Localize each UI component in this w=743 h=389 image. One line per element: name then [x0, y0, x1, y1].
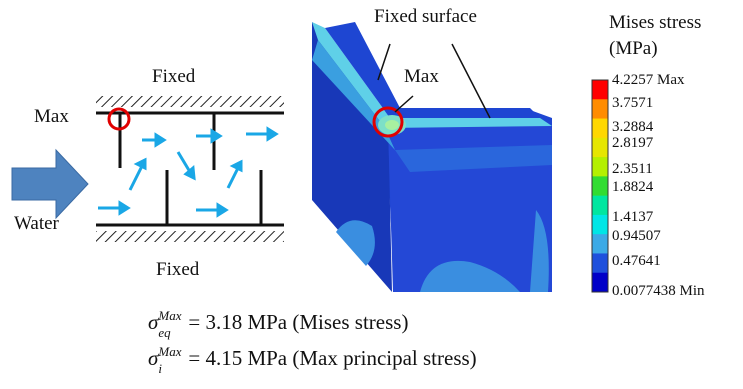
legend-swatch-5: [592, 176, 608, 197]
model-top-ridge: [312, 22, 552, 128]
model-max-circle: [372, 106, 404, 138]
model-mid-band: [395, 145, 552, 172]
legend-tick-6: 1.4137: [612, 209, 654, 225]
bottom-wall-hatch: [96, 231, 284, 242]
label-max-model: Max: [404, 66, 439, 87]
legend-tick-3: 2.8197: [612, 135, 654, 151]
legend-swatch-2: [592, 118, 608, 139]
fixed-surface-leader-1: [377, 43, 391, 81]
legend-border: [591, 79, 609, 293]
legend-tick-0: 4.2257 Max: [612, 72, 685, 88]
flow-arrows: [98, 126, 279, 218]
model-left-face: [312, 22, 392, 292]
equation-mises: σ Max eq = 3.18 MPa (Mises stress): [148, 308, 409, 340]
legend-title-line2: (MPa): [609, 38, 658, 59]
label-fixed-surface: Fixed surface: [374, 6, 477, 27]
legend-max-label: Max: [657, 72, 685, 88]
legend-tick-4: 2.3511: [612, 161, 653, 177]
schematic-max-circle: [107, 107, 131, 131]
legend-tick-1: 3.7571: [612, 95, 654, 111]
top-wall-hatch: [96, 96, 284, 107]
legend-min-label: Min: [679, 283, 705, 299]
label-fixed-bottom: Fixed: [156, 259, 200, 280]
max-leader: [394, 95, 414, 113]
fixed-surface-leader-2: [451, 43, 491, 119]
legend-swatch-1: [592, 99, 608, 120]
legend-tick-7: 0.94507: [612, 228, 661, 244]
label-max-schematic: Max: [34, 106, 69, 127]
legend-swatch-8: [592, 234, 608, 254]
model-top-face: [325, 22, 540, 118]
legend-title-line1: Mises stress: [609, 12, 702, 33]
model-light-band-2: [336, 220, 375, 266]
legend-tick-2: 3.2884: [612, 119, 654, 135]
label-water: Water: [14, 213, 59, 234]
legend-swatch-6: [592, 195, 608, 216]
legend-swatch-10: [592, 272, 608, 293]
label-fixed-top: Fixed: [152, 66, 196, 87]
legend-swatch-9: [592, 253, 608, 274]
legend-swatch-4: [592, 157, 608, 177]
model-light-band-3: [530, 210, 549, 292]
legend-tick-8: 0.47641: [612, 253, 661, 269]
legend-tick-9: 0.0077438 Min: [612, 283, 705, 299]
legend-tick-5: 1.8824: [612, 179, 654, 195]
model-light-band-1: [420, 260, 520, 292]
water-inlet-arrow-icon: [11, 148, 89, 220]
legend-swatch-7: [592, 214, 608, 235]
equation-principal: σ Max i = 4.15 MPa (Max principal stress): [148, 344, 477, 376]
legend-swatch-3: [592, 137, 608, 158]
legend-swatch-0: [592, 80, 608, 100]
